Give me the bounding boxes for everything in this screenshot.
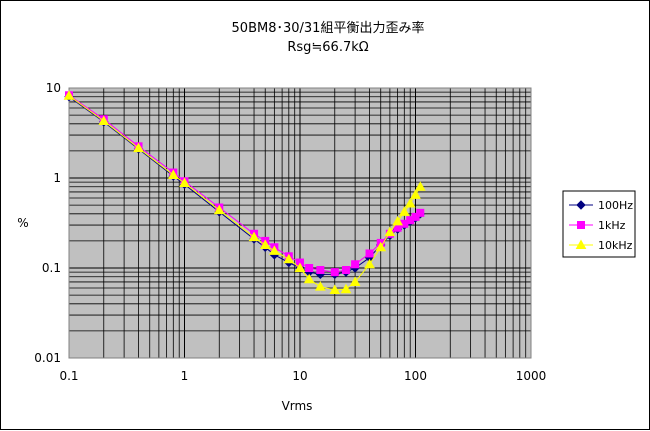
data-point-10khz	[248, 231, 260, 242]
data-point-1khz	[411, 212, 420, 221]
data-point-10khz	[410, 189, 421, 199]
data-point-10khz	[303, 273, 315, 284]
data-point-1khz	[341, 266, 350, 275]
data-point-10khz	[392, 215, 403, 226]
data-point-10khz	[314, 281, 326, 291]
data-point-10khz	[98, 115, 110, 125]
data-point-10khz	[213, 204, 225, 215]
plot-area: 0.1 1 10 100 1000 10 1 0.1 0.01	[34, 81, 546, 383]
y-axis-label: %	[17, 216, 28, 230]
data-point-10khz	[329, 284, 341, 294]
legend-label: 10kHz	[598, 239, 633, 252]
legend-box	[562, 190, 636, 258]
chart-title: 50BM8･30/31組平衡出力歪み率	[232, 20, 425, 36]
data-point-10khz	[375, 241, 387, 252]
data-point-10khz	[63, 90, 75, 100]
data-point-1khz	[305, 264, 314, 272]
data-point-10khz	[364, 258, 375, 269]
data-point-10khz	[414, 181, 426, 191]
y-tick-label: 0.01	[34, 351, 61, 365]
data-point-10khz	[259, 239, 271, 250]
y-tick-label: 10	[46, 81, 61, 95]
data-point-10khz	[167, 169, 179, 179]
data-point-1khz	[316, 266, 325, 275]
data-point-10khz	[384, 226, 396, 237]
data-point-10khz	[340, 283, 352, 294]
legend-marker	[575, 239, 587, 249]
y-tick-label: 1	[53, 171, 61, 185]
data-point-1khz	[330, 268, 339, 277]
plot-border	[68, 87, 532, 359]
data-point-1khz	[365, 249, 374, 258]
data-point-1khz	[416, 208, 425, 217]
chart-subtitle: Rsg≒66.7kΩ	[287, 40, 368, 55]
x-tick-label: 100	[404, 369, 427, 383]
data-point-10khz	[269, 245, 280, 255]
data-point-10khz	[398, 206, 410, 216]
data-point-10khz	[294, 262, 306, 272]
data-point-10khz	[179, 177, 190, 187]
x-tick-label: 10	[292, 369, 307, 383]
y-tick-label: 0.1	[42, 261, 61, 275]
legend-marker	[576, 200, 586, 210]
data-point-10khz	[404, 198, 416, 208]
legend: 100Hz 1kHz 10kHz	[562, 190, 636, 258]
x-axis-label: Vrms	[282, 399, 313, 413]
legend-marker	[577, 221, 585, 229]
data-point-1khz	[351, 260, 360, 269]
data-point-10khz	[349, 276, 361, 286]
data-point-10khz	[133, 142, 144, 153]
data-point-10khz	[283, 253, 295, 264]
x-tick-label: 1	[181, 369, 189, 383]
legend-label: 1kHz	[598, 219, 626, 232]
legend-label: 100Hz	[598, 199, 633, 212]
x-tick-label: 1000	[516, 369, 547, 383]
x-tick-label: 0.1	[59, 369, 78, 383]
